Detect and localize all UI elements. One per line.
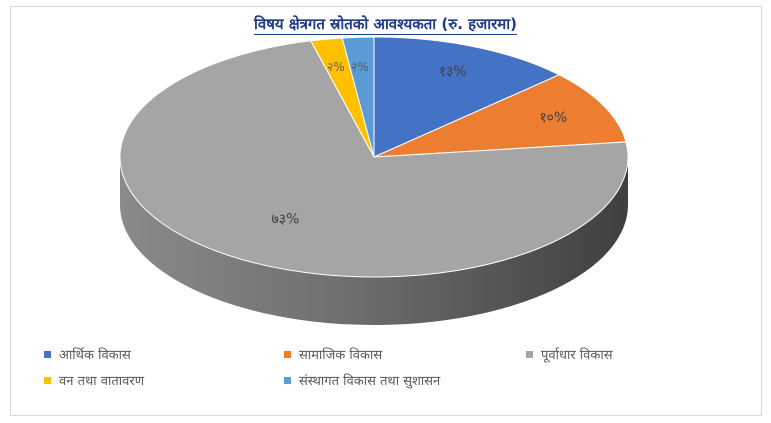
data-label-social-development: १०%	[539, 110, 567, 126]
legend-item-social-development: सामाजिक विकास	[284, 345, 382, 363]
legend-swatch	[44, 376, 51, 384]
legend-swatch	[526, 350, 533, 358]
legend-item-forest-environment: वन तथा वातावरण	[44, 371, 144, 389]
data-label-forest-environment: २%	[327, 60, 345, 74]
legend-swatch	[44, 350, 51, 358]
legend-label: पूर्वाधार विकास	[541, 348, 613, 363]
pie-slice-economic-development	[373, 36, 561, 158]
pie-slice-infrastructure-development	[119, 40, 629, 278]
legend-item-economic-development: आर्थिक विकास	[44, 345, 131, 363]
pie-slice-institutional-development-governance	[341, 36, 375, 158]
pie-slice-side-infrastructure-development	[120, 157, 628, 325]
pie-data-labels: १३% १०% ७३% २% २%	[272, 60, 568, 228]
data-label-institutional-development-governance: २%	[351, 60, 369, 74]
pie-slice-social-development	[373, 74, 627, 158]
legend-swatch	[284, 376, 291, 384]
data-label-economic-development: १३%	[439, 64, 467, 80]
chart-title-text: विषय क्षेत्रगत स्रोतको आवश्यकता (रु. हजा…	[254, 15, 517, 35]
data-label-infrastructure-development: ७३%	[272, 212, 300, 228]
legend-label: संस्थागत विकास तथा सुशासन	[299, 374, 441, 389]
legend-label: सामाजिक विकास	[299, 348, 383, 363]
chart-title: विषय क्षेत्रगत स्रोतको आवश्यकता (रु. हजा…	[0, 14, 771, 35]
pie-depth	[120, 157, 628, 325]
pie-slices	[119, 36, 629, 278]
legend-swatch	[284, 350, 291, 358]
legend-label: वन तथा वातावरण	[59, 374, 145, 389]
legend-item-institutional-development-governance: संस्थागत विकास तथा सुशासन	[284, 371, 440, 389]
legend-item-infrastructure-development: पूर्वाधार विकास	[526, 345, 613, 363]
legend-label: आर्थिक विकास	[59, 348, 131, 363]
